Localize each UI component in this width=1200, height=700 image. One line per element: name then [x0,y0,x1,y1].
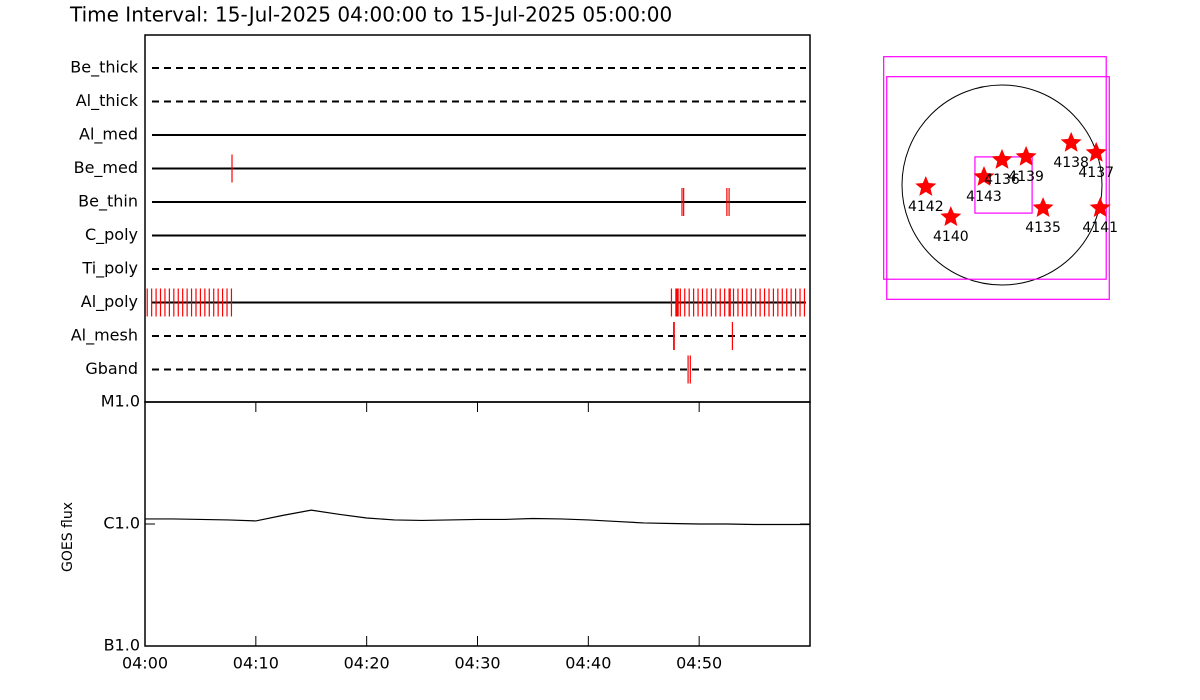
active-region [1015,145,1037,166]
filter-label: Gband [85,359,138,378]
x-tick-label: 04:10 [233,654,279,673]
y-tick-label: M1.0 [101,392,140,411]
chart-title: Time Interval: 15-Jul-2025 04:00:00 to 1… [69,3,672,27]
x-tick-label: 04:30 [454,654,500,673]
filter-label: Be_thin [78,192,138,212]
active-region [1089,197,1111,217]
region-label: 4137 [1078,165,1114,181]
filter-label: Be_thick [70,58,138,78]
x-tick-label: 04:50 [676,654,722,673]
active-region [973,166,995,186]
active-region [915,176,937,196]
active-region [1085,141,1107,162]
region-label: 4143 [966,189,1002,205]
filter-label: Al_mesh [71,326,138,346]
filter-label: Be_med [74,158,138,178]
fov-box [883,56,1107,280]
active-region [940,206,962,226]
x-tick-label: 04:40 [565,654,611,673]
region-label: 4140 [933,229,969,245]
filter-label: Al_poly [81,292,138,312]
region-label: 4136 [984,172,1020,188]
region-label: 4142 [908,199,944,215]
region-label: 4135 [1025,220,1061,236]
active-region [1032,197,1054,217]
filter-label: Ti_poly [81,259,138,279]
y-tick-label: C1.0 [103,514,140,533]
filter-label: C_poly [85,225,138,245]
region-label: 4141 [1082,220,1118,236]
x-tick-label: 04:00 [122,654,168,673]
region-label: 4138 [1053,155,1089,171]
filter-label: Al_med [79,125,138,145]
active-region [1060,131,1082,152]
active-region [991,148,1013,169]
solar-disk [901,84,1103,286]
region-label: 4139 [1008,169,1044,185]
timeline-frame [144,34,811,403]
fov-box [886,76,1110,300]
goes-line [145,509,810,526]
filter-label: Al_thick [76,91,139,111]
y-tick-label: B1.0 [104,636,140,655]
y-axis-label: GOES flux [60,502,76,572]
x-tick-label: 04:20 [344,654,390,673]
